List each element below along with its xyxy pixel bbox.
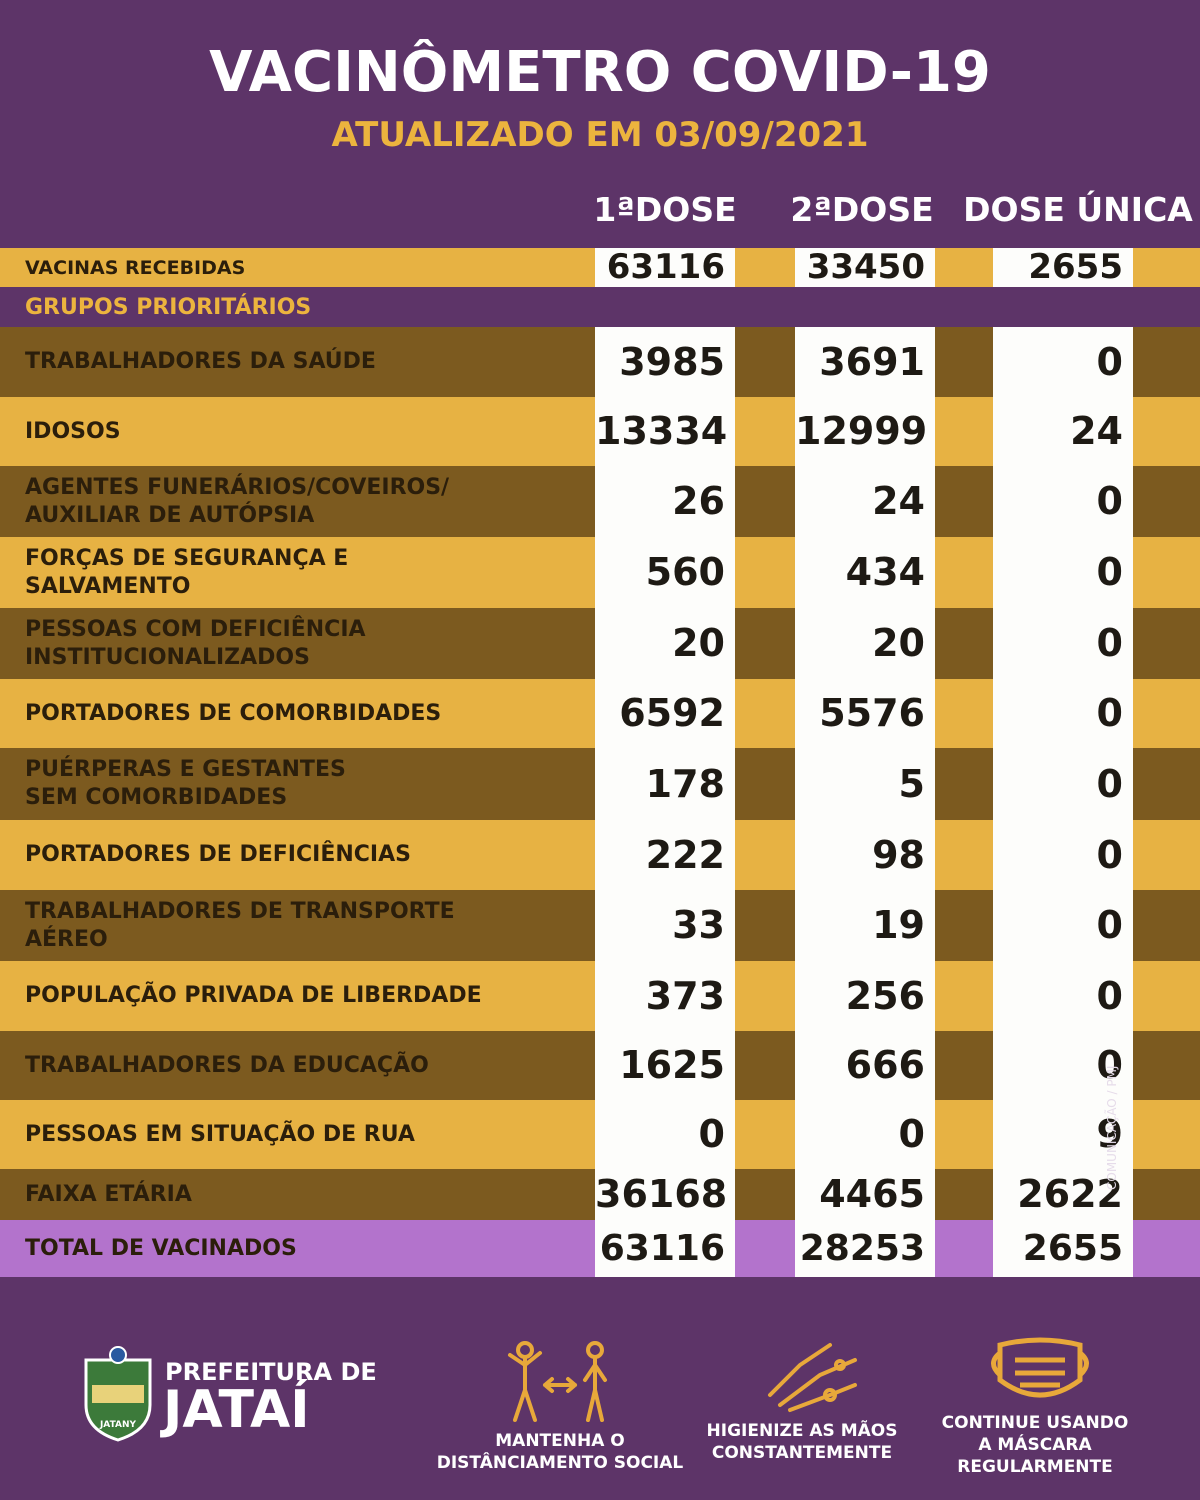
row-label: AGENTES FUNERÁRIOS/COVEIROS/AUXILIAR DE … bbox=[25, 474, 450, 528]
value-cell: 0 bbox=[993, 679, 1133, 748]
value-cell: 26 bbox=[595, 466, 735, 537]
value-cell: 24 bbox=[993, 397, 1133, 466]
value-cell: 222 bbox=[595, 820, 735, 890]
row-label: PESSOAS EM SITUAÇÃO DE RUA bbox=[25, 1121, 415, 1147]
value-cell: 178 bbox=[595, 748, 735, 820]
credit: COMUNICAÇÃO / PMJ bbox=[1105, 1065, 1119, 1190]
value-cell: 98 bbox=[795, 820, 935, 890]
value-cell: 5 bbox=[795, 748, 935, 820]
value-cell: 2655 bbox=[993, 248, 1133, 287]
row-label: PESSOAS COM DEFICIÊNCIA INSTITUCIONALIZAD… bbox=[25, 616, 366, 670]
value-cell: 0 bbox=[993, 748, 1133, 820]
value-cell: 0 bbox=[993, 608, 1133, 679]
value-cell: 28253 bbox=[795, 1220, 935, 1277]
value-cell: 33 bbox=[595, 890, 735, 961]
value-cell: 1625 bbox=[595, 1031, 735, 1100]
value-cell: 2622 bbox=[993, 1169, 1133, 1220]
value-cell: 0 bbox=[993, 961, 1133, 1031]
value-cell: 2655 bbox=[993, 1220, 1133, 1277]
handwash-icon bbox=[768, 1343, 857, 1412]
row-label: PORTADORES DE COMORBIDADES bbox=[25, 700, 442, 726]
value-cell: 0 bbox=[795, 1100, 935, 1169]
row-label: TOTAL DE VACINADOS bbox=[25, 1235, 297, 1261]
value-cell: 33450 bbox=[795, 248, 935, 287]
section-band bbox=[0, 287, 1200, 327]
value-cell: 19 bbox=[795, 890, 935, 961]
value-cell: 0 bbox=[993, 820, 1133, 890]
row-label: FAIXA ETÁRIA bbox=[25, 1181, 192, 1207]
row-label: VACINAS RECEBIDAS bbox=[25, 256, 246, 279]
logo-text: JATANY bbox=[99, 1420, 137, 1430]
tip: CONTINUE USANDO A MÁSCARA REGULARMENTE bbox=[941, 1413, 1129, 1477]
brand-name: JATAÍ bbox=[163, 1380, 310, 1440]
title: VACINÔMETRO COVID-19 bbox=[209, 40, 991, 105]
logo-crest: JATANY bbox=[84, 1346, 152, 1442]
row-label: POPULAÇÃO PRIVADA DE LIBERDADE bbox=[25, 983, 482, 1008]
row-label: FORÇAS DE SEGURANÇA E SALVAMENTO bbox=[25, 545, 349, 599]
value-cell: 9 bbox=[993, 1100, 1133, 1169]
value-cell: 0 bbox=[595, 1100, 735, 1169]
distancing-icon bbox=[508, 1341, 607, 1422]
value-cell: 36168 bbox=[595, 1169, 735, 1220]
value-cell: 256 bbox=[795, 961, 935, 1031]
value-cell: 3691 bbox=[795, 327, 935, 397]
value-cell: 3985 bbox=[595, 327, 735, 397]
value-cell: 373 bbox=[595, 961, 735, 1031]
row-label: TRABALHADORES DA SAÚDE bbox=[25, 349, 376, 374]
value-cell: 24 bbox=[795, 466, 935, 537]
value-cell: 20 bbox=[595, 608, 735, 679]
value-cell: 20 bbox=[795, 608, 935, 679]
value-cell: 63116 bbox=[595, 1220, 735, 1277]
value-cell: 0 bbox=[993, 327, 1133, 397]
value-cell: 5576 bbox=[795, 679, 935, 748]
value-cell: 12999 bbox=[795, 397, 935, 466]
value-cell: 13334 bbox=[595, 397, 735, 466]
value-cell: 434 bbox=[795, 537, 935, 608]
value-cell: 560 bbox=[595, 537, 735, 608]
value-cell: 0 bbox=[993, 466, 1133, 537]
value-cell: 0 bbox=[993, 1031, 1133, 1100]
tip: MANTENHA O DISTÂNCIAMENTO SOCIAL bbox=[436, 1431, 684, 1473]
tip: HIGIENIZE AS MÃOS CONSTANTEMENTE bbox=[706, 1421, 898, 1463]
value-cell: 4465 bbox=[795, 1169, 935, 1220]
value-cell: 6592 bbox=[595, 679, 735, 748]
value-cell: 63116 bbox=[595, 248, 735, 287]
value-cell: 0 bbox=[993, 537, 1133, 608]
subtitle: ATUALIZADO EM 03/09/2021 bbox=[331, 115, 869, 155]
column-header: 1ªDOSE bbox=[593, 190, 737, 229]
column-header: 2ªDOSE bbox=[790, 190, 934, 229]
row-label: TRABALHADORES DE TRANSPORTE AÉREO bbox=[25, 898, 455, 952]
row-label: PORTADORES DE DEFICIÊNCIAS bbox=[25, 842, 411, 867]
row-label: IDOSOS bbox=[25, 418, 121, 444]
row-label: PUÉRPERAS E GESTANTES SEM COMORBIDADES bbox=[25, 757, 346, 810]
value-cell: 666 bbox=[795, 1031, 935, 1100]
section-label: GRUPOS PRIORITÁRIOS bbox=[25, 295, 312, 320]
value-cell: 0 bbox=[993, 890, 1133, 961]
brand-line: PREFEITURA DE bbox=[165, 1358, 377, 1386]
column-header: DOSE ÚNICA bbox=[963, 190, 1193, 229]
mask-icon bbox=[991, 1337, 1089, 1398]
row-label: TRABALHADORES DA EDUCAÇÃO bbox=[25, 1052, 429, 1078]
